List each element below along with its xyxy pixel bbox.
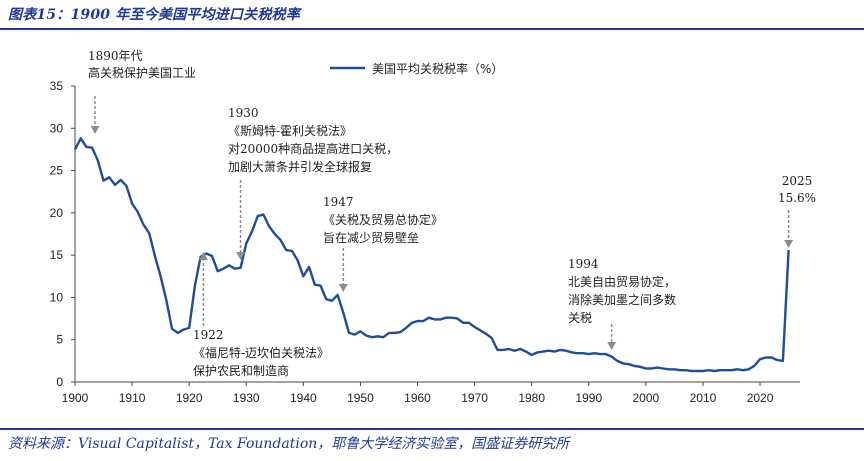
annotation-1947-line: 1947	[323, 195, 354, 209]
annotation-1994-line: 北美自由贸易协定，	[568, 274, 676, 289]
x-tick-label: 1940	[290, 391, 317, 405]
x-tick-label: 1990	[575, 391, 602, 405]
arrow-1922-head	[198, 252, 208, 260]
annotation-1890s-line: 高关税保护美国工业	[88, 65, 196, 80]
annotation-1994-line: 关税	[568, 311, 592, 325]
x-tick-label: 1950	[347, 391, 374, 405]
x-tick-label: 1920	[176, 391, 203, 405]
x-tick-label: 1910	[119, 391, 146, 405]
x-tick-label: 1900	[62, 391, 89, 405]
y-tick-label: 35	[50, 79, 64, 93]
series-group	[73, 137, 790, 373]
y-tick-label: 5	[56, 333, 63, 347]
annotation-1994-line: 1994	[568, 257, 599, 271]
legend-label: 美国平均关税税率（%）	[372, 61, 503, 76]
y-tick-label: 0	[56, 375, 63, 389]
annotation-1994-line: 消除美加墨之间多数	[568, 292, 676, 307]
x-tick-label: 1980	[518, 391, 545, 405]
y-tick-label: 10	[50, 290, 64, 304]
x-tick-label: 2000	[633, 391, 660, 405]
annotation-1922-line: 保护农民和制造商	[193, 363, 289, 378]
annotation-1930-line: 对20000种商品提高进口关税，	[228, 141, 398, 156]
arrow-1994-head	[607, 342, 617, 350]
x-tick-label: 1960	[404, 391, 431, 405]
annotation-1922-line: 1922	[193, 328, 224, 342]
x-tick-label: 2020	[747, 391, 774, 405]
y-tick-label: 15	[50, 248, 64, 262]
y-tick-label: 20	[50, 206, 64, 220]
source-note: 资料来源：Visual Capitalist，Tax Foundation，耶鲁…	[8, 436, 570, 452]
bottom-rule	[0, 428, 864, 430]
axes-group: 0 5 10 15 20 25 30 35 1900 1910 1920 1930 1940 1950 19…	[50, 79, 800, 405]
annotation-1947-line: 《关税及贸易总协定》	[323, 212, 443, 227]
top-rule	[0, 28, 864, 30]
annotation-1930-line: 加剧大萧条并引发全球报复	[228, 159, 372, 174]
figure-title: 图表15：1900 年至今美国平均进口关税税率	[8, 7, 300, 23]
arrow-1947-head	[338, 284, 348, 292]
x-tick-label: 2010	[690, 391, 717, 405]
annotation-2025-line: 15.6%	[778, 191, 816, 205]
legend: 美国平均关税税率（%）	[330, 61, 503, 76]
annotation-1922-line: 《福尼特-迈坎伯关税法》	[193, 345, 329, 360]
annotation-2025-line: 2025	[782, 174, 813, 188]
x-tick-label: 1970	[461, 391, 488, 405]
annotation-1930-line: 《斯姆特-霍利关税法》	[228, 123, 352, 138]
y-tick-label: 25	[50, 164, 64, 178]
arrow-2025-head	[784, 240, 794, 248]
x-tick-label: 1930	[233, 391, 260, 405]
annotation-1947-line: 旨在减少贸易壁垒	[323, 230, 419, 245]
series-line	[73, 137, 790, 373]
annotation-1890s-line: 1890年代	[88, 49, 143, 63]
annotation-1930-line: 1930	[228, 106, 259, 120]
arrow-1890s-head	[90, 126, 100, 134]
arrow-1930-head	[236, 252, 246, 260]
y-tick-label: 30	[50, 121, 64, 135]
